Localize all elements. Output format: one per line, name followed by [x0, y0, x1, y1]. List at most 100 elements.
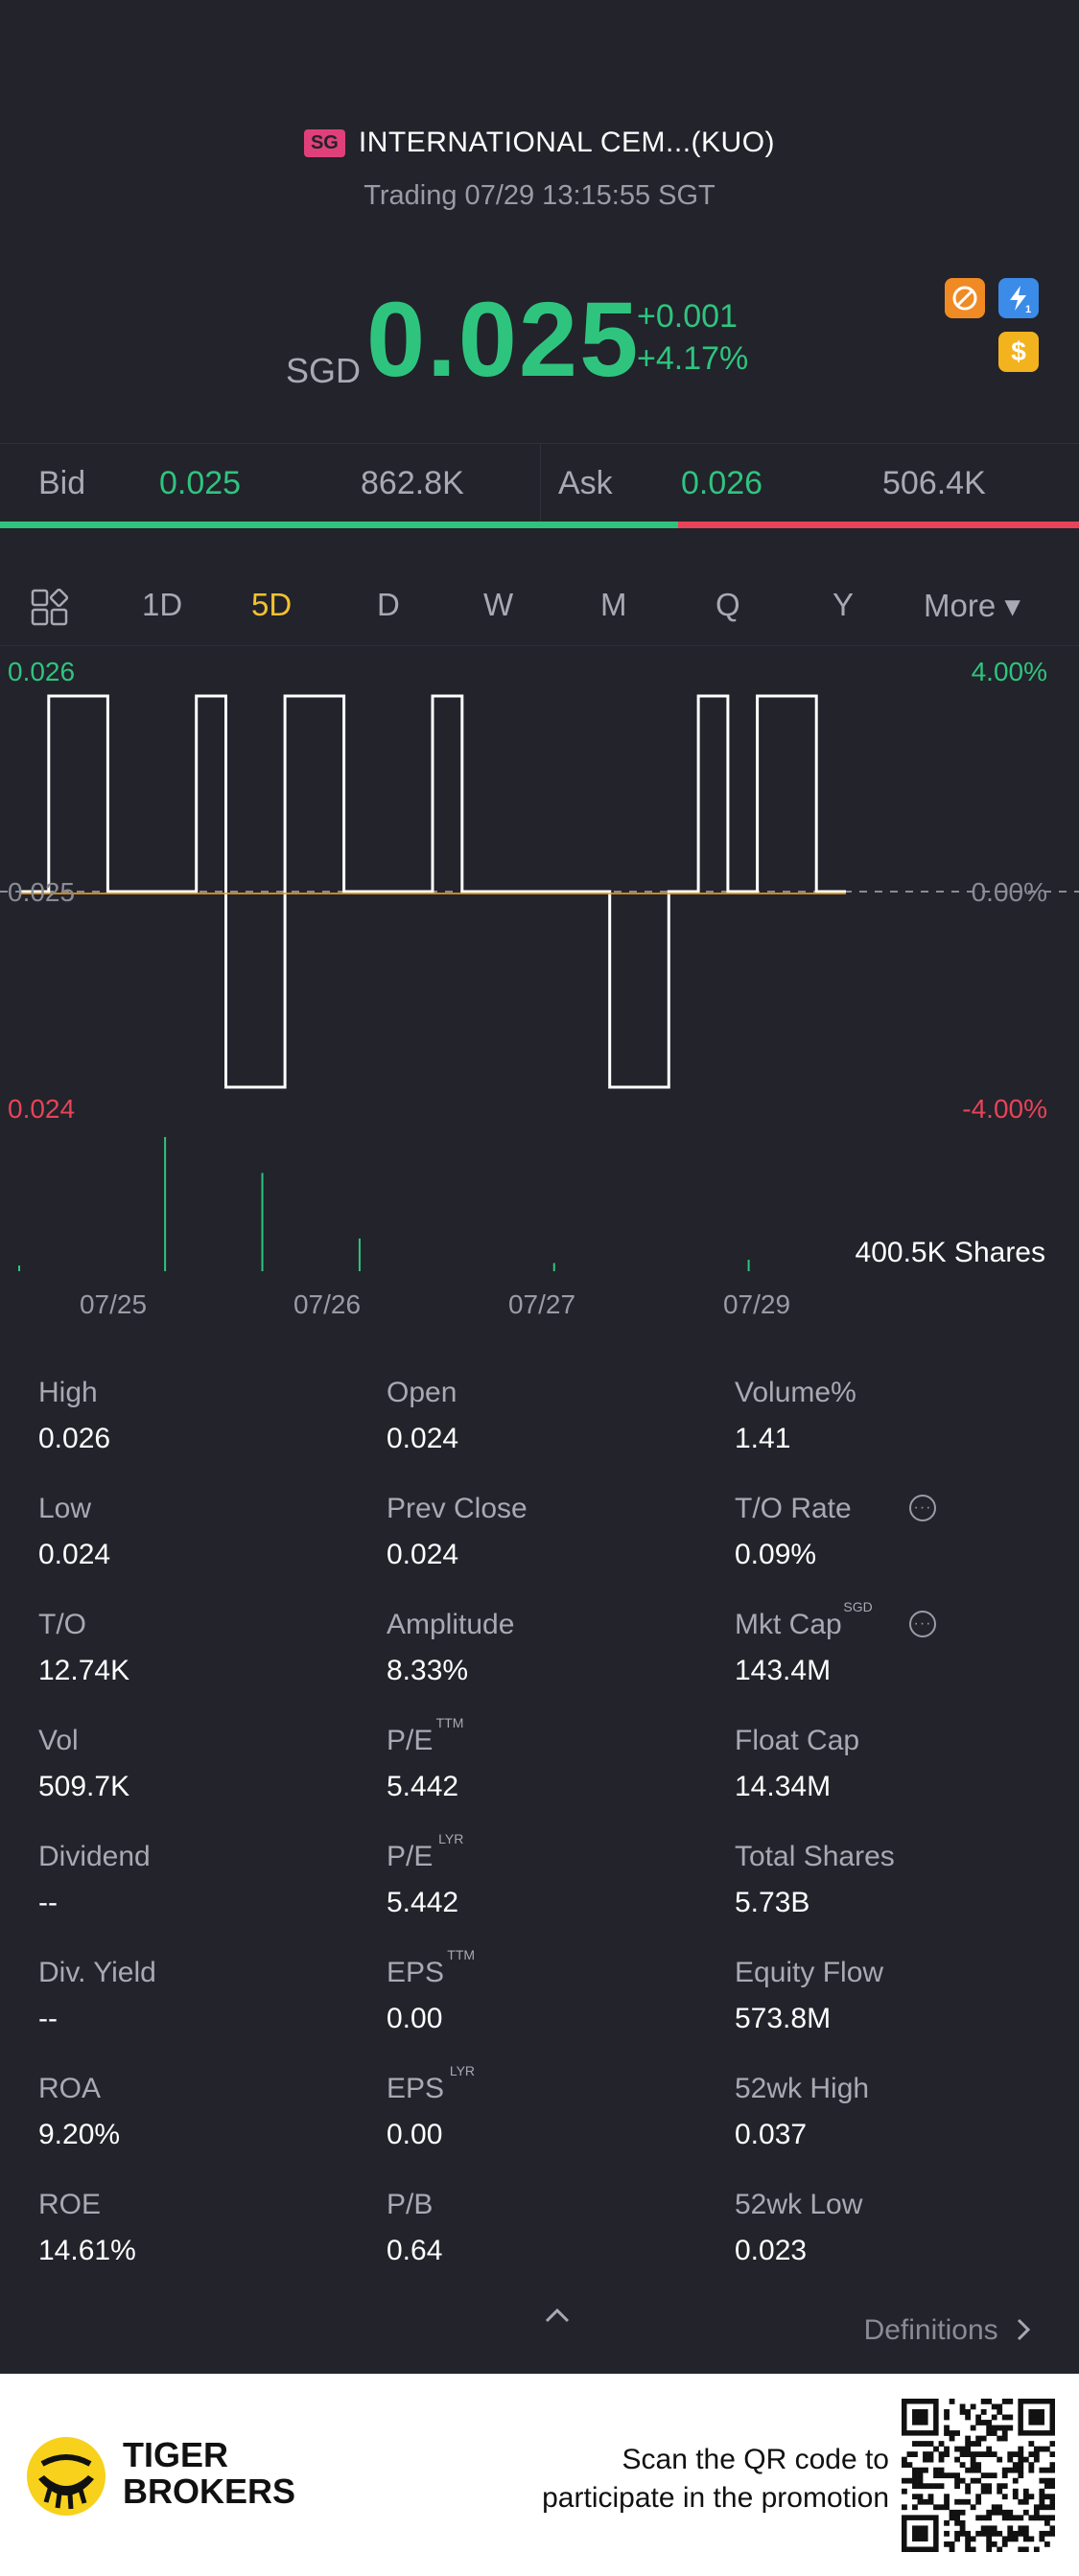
stat-label-superscript: TTM: [435, 1715, 464, 1730]
qr-module: [933, 2446, 939, 2452]
stat-label: Prev Close: [387, 1493, 528, 1524]
qr-module: [1018, 2515, 1024, 2521]
qr-module: [965, 2446, 972, 2452]
qr-module: [954, 2530, 960, 2537]
qr-module: [912, 2494, 918, 2500]
stat-vol: Vol 509.7K: [38, 1725, 364, 1803]
tab-more[interactable]: More ▾: [924, 588, 1020, 623]
stat-value: 0.023: [735, 2235, 808, 2266]
tab-q[interactable]: Q: [715, 587, 740, 622]
definitions-label: Definitions: [863, 2314, 998, 2346]
stock-title[interactable]: INTERNATIONAL CEM...(KUO): [358, 127, 776, 158]
ask-volume: 506.4K: [882, 465, 986, 501]
qr-module: [980, 2530, 987, 2537]
tab-m[interactable]: M: [600, 587, 627, 622]
short-ban-icon[interactable]: [945, 278, 985, 318]
promo-qr-code[interactable]: [902, 2399, 1055, 2552]
change-percent: +4.17%: [637, 340, 749, 377]
stat-value: 573.8M: [735, 2003, 832, 2034]
stat-float-cap: Float Cap 14.34M: [735, 1725, 1061, 1803]
stat-open: Open 0.024: [387, 1377, 713, 1455]
qr-module: [970, 2425, 976, 2431]
stat-value: 12.74K: [38, 1655, 130, 1686]
qr-module: [997, 2409, 1003, 2415]
tab-w[interactable]: W: [483, 587, 514, 622]
ask-ratio-fill: [678, 522, 1079, 528]
qr-module: [917, 2494, 924, 2500]
qr-module: [949, 2546, 955, 2552]
stat-label: ROE: [38, 2189, 102, 2220]
qr-module: [1049, 2504, 1055, 2511]
stat-value: 0.64: [387, 2235, 443, 2266]
qr-module: [1028, 2441, 1035, 2447]
info-icon[interactable]: ···: [909, 1495, 936, 1521]
qr-module: [912, 2451, 918, 2457]
stat-label-superscript: LYR: [449, 2063, 476, 2078]
brand-line-1: TIGER: [123, 2435, 229, 2474]
stat-label: Total Shares: [735, 1841, 895, 1872]
qr-module: [1039, 2504, 1045, 2511]
qr-module: [938, 2441, 945, 2447]
info-icon[interactable]: ···: [909, 1611, 936, 1637]
qr-module: [970, 2536, 976, 2542]
qr-module: [1049, 2483, 1055, 2490]
layout-grid-icon[interactable]: [31, 589, 69, 627]
qr-module: [975, 2435, 982, 2442]
tab-1d[interactable]: 1D: [142, 587, 183, 622]
qr-module: [965, 2483, 972, 2490]
stat-label: EPS LYR: [387, 2063, 476, 2104]
qr-module: [975, 2414, 982, 2421]
stat-value: 0.037: [735, 2119, 808, 2150]
qr-module: [944, 2541, 950, 2547]
qr-module: [902, 2504, 907, 2511]
qr-module: [902, 2456, 907, 2463]
qr-module: [970, 2451, 976, 2457]
stat-label: High: [38, 1377, 98, 1408]
stat-equity-flow: Equity Flow 573.8M: [735, 1957, 1061, 2035]
y-right-tick: 0.00%: [972, 877, 1047, 907]
collapse-chevron-up-icon[interactable]: [543, 2301, 572, 2330]
dollar-icon[interactable]: $: [998, 332, 1039, 372]
stat-value: 0.024: [387, 1539, 459, 1570]
qr-module: [902, 2488, 907, 2495]
stat-amplitude: Amplitude 8.33%: [387, 1609, 713, 1687]
qr-module: [986, 2425, 993, 2431]
stat-value: --: [38, 1887, 58, 1918]
qr-module: [965, 2546, 972, 2552]
stat-eps-lyr: EPS LYR 0.00: [387, 2063, 713, 2151]
qr-module: [1012, 2494, 1019, 2500]
qr-module: [906, 2477, 913, 2484]
qr-module: [917, 2477, 924, 2484]
qr-module: [997, 2403, 1003, 2410]
stat-div-yield: Div. Yield --: [38, 1957, 364, 2035]
qr-module: [949, 2399, 955, 2404]
qr-module: [917, 2472, 924, 2479]
flash-icon[interactable]: 1: [998, 278, 1039, 318]
qr-module: [927, 2483, 934, 2490]
qr-module: [959, 2519, 966, 2526]
stat-value: 1.41: [735, 1423, 791, 1454]
stat-roa: ROA 9.20%: [38, 2073, 364, 2151]
stat-label: EPS TTM: [387, 1947, 476, 1988]
qr-module: [1028, 2515, 1035, 2521]
qr-module: [1001, 2483, 1008, 2490]
qr-module: [954, 2509, 960, 2516]
definitions-link[interactable]: Definitions: [864, 2314, 1033, 2347]
tab-y[interactable]: Y: [833, 587, 855, 622]
stat-total-shares: Total Shares 5.73B: [735, 1841, 1061, 1919]
qr-module: [949, 2509, 955, 2516]
intraday-chart[interactable]: 0.026 0.025 0.024 4.00% 0.00% -4.00% 07/25 07/2…: [0, 648, 1079, 1319]
qr-module: [1001, 2515, 1008, 2521]
stat-52wk-high: 52wk High 0.037: [735, 2073, 1061, 2151]
tiger-logo-icon: [27, 2437, 106, 2516]
stat-mkt-cap-sgd: Mkt Cap SGD 143.4M: [735, 1599, 1061, 1687]
qr-module: [986, 2515, 993, 2521]
tab-d[interactable]: D: [377, 587, 400, 622]
qr-module: [927, 2441, 934, 2447]
qr-module: [991, 2451, 997, 2457]
qr-module: [959, 2498, 966, 2505]
stat-high: High 0.026: [38, 1377, 364, 1455]
qr-module: [1001, 2414, 1008, 2421]
qr-module: [1049, 2462, 1055, 2469]
tab-5d[interactable]: 5D: [251, 587, 293, 622]
